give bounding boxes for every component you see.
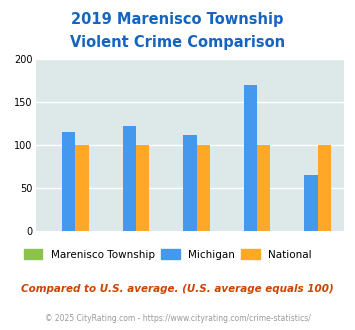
Text: 2019 Marenisco Township: 2019 Marenisco Township (71, 12, 284, 26)
Text: Compared to U.S. average. (U.S. average equals 100): Compared to U.S. average. (U.S. average … (21, 284, 334, 294)
Bar (183, 135, 197, 231)
Bar (304, 175, 318, 231)
Text: Violent Crime Comparison: Violent Crime Comparison (70, 35, 285, 50)
Bar (318, 145, 331, 231)
Bar (123, 126, 136, 231)
Bar (76, 145, 89, 231)
Bar (136, 145, 149, 231)
Bar (62, 132, 76, 231)
Bar (257, 145, 271, 231)
Legend: Marenisco Township, Michigan, National: Marenisco Township, Michigan, National (20, 245, 316, 264)
Text: © 2025 CityRating.com - https://www.cityrating.com/crime-statistics/: © 2025 CityRating.com - https://www.city… (45, 314, 310, 323)
Bar (244, 85, 257, 231)
Bar (197, 145, 210, 231)
